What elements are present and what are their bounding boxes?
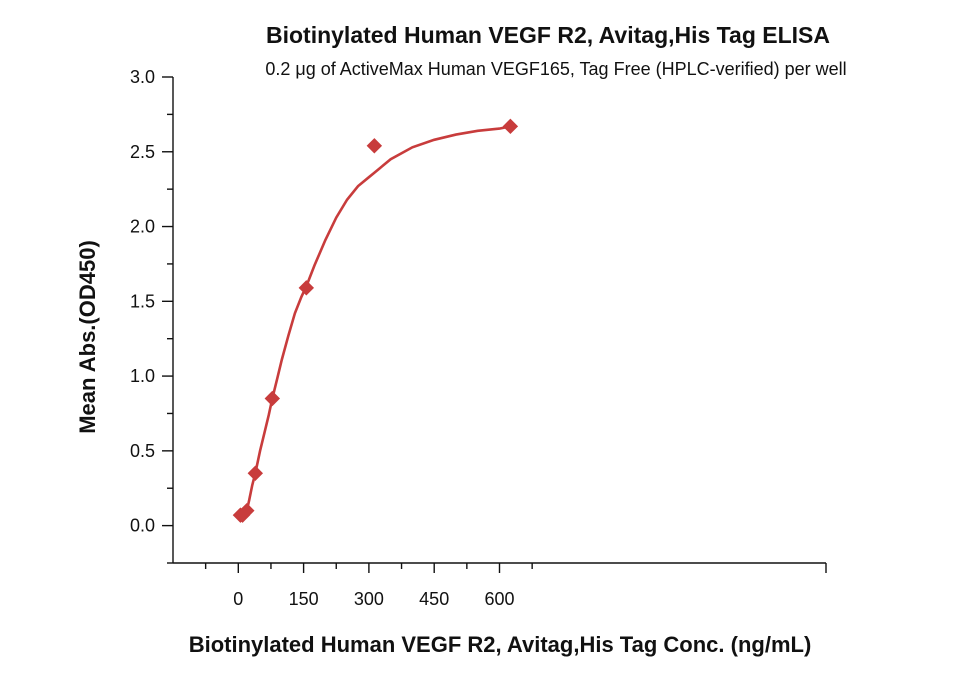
chart-subtitle: 0.2 μg of ActiveMax Human VEGF165, Tag F… bbox=[265, 59, 846, 79]
y-tick-label: 2.0 bbox=[130, 217, 155, 237]
y-tick-label: 1.0 bbox=[130, 366, 155, 386]
y-tick-label: 0.0 bbox=[130, 516, 155, 536]
data-point bbox=[366, 138, 383, 154]
axes bbox=[172, 77, 827, 573]
data-point bbox=[239, 502, 255, 519]
y-tick-label: 3.0 bbox=[130, 67, 155, 87]
y-tick-label: 1.5 bbox=[130, 291, 155, 311]
x-axis-label: Biotinylated Human VEGF R2, Avitag,His T… bbox=[189, 632, 812, 657]
data-point bbox=[502, 118, 519, 135]
fit-curve bbox=[240, 125, 511, 517]
chart-title: Biotinylated Human VEGF R2, Avitag,His T… bbox=[266, 22, 830, 48]
x-tick-label: 450 bbox=[419, 589, 449, 609]
data-point bbox=[264, 390, 281, 407]
y-ticks: 0.0 0.5 1.0 1.5 2.0 2.5 3.0 bbox=[130, 67, 173, 564]
x-ticks: 0 150 300 450 600 bbox=[204, 563, 533, 609]
x-tick-label: 150 bbox=[289, 589, 319, 609]
y-tick-label: 0.5 bbox=[130, 441, 155, 461]
x-tick-label: 600 bbox=[484, 589, 514, 609]
y-axis-label: Mean Abs.(OD450) bbox=[75, 240, 100, 434]
data-points bbox=[232, 118, 519, 523]
data-point bbox=[247, 465, 264, 481]
x-tick-label: 300 bbox=[354, 589, 384, 609]
y-tick-label: 2.5 bbox=[130, 142, 155, 162]
data-point bbox=[298, 280, 315, 296]
x-tick-label: 0 bbox=[233, 589, 243, 609]
